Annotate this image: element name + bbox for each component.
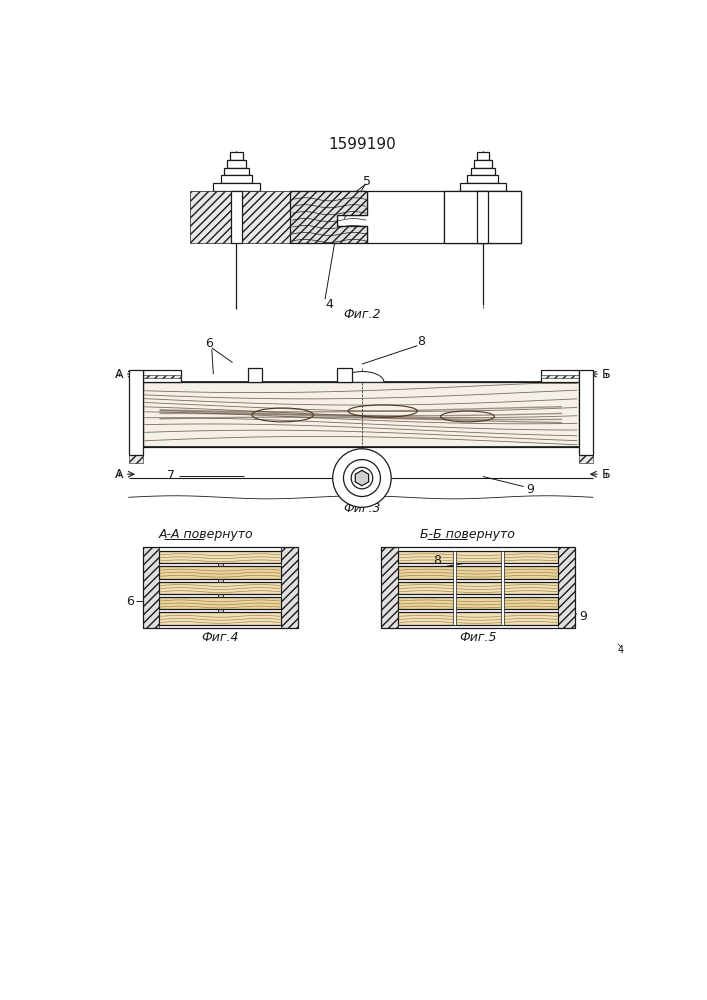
Polygon shape: [356, 470, 368, 486]
Text: 4: 4: [618, 645, 624, 655]
Bar: [160, 566, 281, 579]
Bar: [337, 368, 352, 382]
Bar: [227, 160, 246, 168]
Bar: [143, 375, 181, 378]
Text: 9: 9: [579, 610, 587, 623]
Bar: [460, 183, 506, 191]
Circle shape: [344, 460, 380, 497]
Text: Б: Б: [602, 468, 610, 481]
Text: Б: Б: [602, 368, 610, 381]
Bar: [143, 370, 181, 382]
Bar: [224, 168, 249, 175]
Circle shape: [351, 467, 373, 489]
Bar: [474, 160, 492, 168]
Bar: [452, 551, 456, 625]
Text: 5: 5: [363, 175, 371, 188]
Bar: [471, 168, 495, 175]
Bar: [218, 579, 223, 582]
Text: 6: 6: [127, 595, 134, 608]
Polygon shape: [291, 191, 368, 243]
Bar: [579, 455, 593, 463]
Bar: [381, 547, 575, 628]
Bar: [143, 547, 298, 628]
Text: Б-Б повернуто: Б-Б повернуто: [420, 528, 515, 541]
Bar: [129, 370, 143, 455]
Bar: [248, 368, 262, 382]
Text: A: A: [115, 468, 124, 481]
Text: 8: 8: [433, 554, 440, 567]
Text: Фиг.3: Фиг.3: [343, 502, 380, 515]
Bar: [218, 563, 223, 566]
Text: 1599190: 1599190: [328, 137, 396, 152]
Text: Фиг.2: Фиг.2: [343, 308, 380, 321]
Bar: [501, 551, 504, 625]
Bar: [129, 370, 143, 455]
Text: 7: 7: [167, 469, 175, 482]
Bar: [477, 191, 489, 243]
Bar: [143, 547, 160, 628]
Text: 4: 4: [325, 298, 333, 311]
Bar: [143, 382, 579, 447]
Bar: [230, 152, 243, 160]
Bar: [467, 175, 498, 183]
Bar: [160, 597, 281, 609]
Text: 8: 8: [417, 335, 425, 348]
Bar: [398, 566, 559, 579]
Bar: [398, 551, 559, 563]
Bar: [541, 375, 579, 378]
Bar: [218, 594, 223, 597]
Bar: [559, 547, 575, 628]
Bar: [221, 175, 252, 183]
Bar: [448, 195, 518, 205]
Text: 6: 6: [206, 337, 214, 350]
Bar: [579, 370, 593, 455]
Bar: [579, 370, 593, 455]
Bar: [218, 609, 223, 612]
Bar: [381, 547, 398, 628]
Bar: [129, 455, 143, 463]
Circle shape: [333, 449, 391, 507]
Bar: [231, 191, 242, 243]
Bar: [160, 551, 281, 563]
Bar: [448, 232, 518, 242]
Bar: [541, 370, 579, 382]
Bar: [448, 220, 518, 229]
Bar: [190, 191, 291, 243]
Text: Фиг.5: Фиг.5: [460, 631, 497, 644]
Bar: [448, 208, 518, 217]
Text: A: A: [115, 368, 124, 381]
Bar: [160, 612, 281, 625]
Bar: [160, 582, 281, 594]
Text: 9: 9: [527, 483, 534, 496]
Bar: [444, 191, 521, 243]
Bar: [214, 183, 259, 191]
Bar: [444, 191, 521, 243]
Bar: [398, 597, 559, 609]
Bar: [398, 612, 559, 625]
Text: Фиг.4: Фиг.4: [201, 631, 239, 644]
Bar: [281, 547, 298, 628]
Text: A-A повернуто: A-A повернуто: [158, 528, 253, 541]
Bar: [398, 582, 559, 594]
Bar: [477, 152, 489, 160]
